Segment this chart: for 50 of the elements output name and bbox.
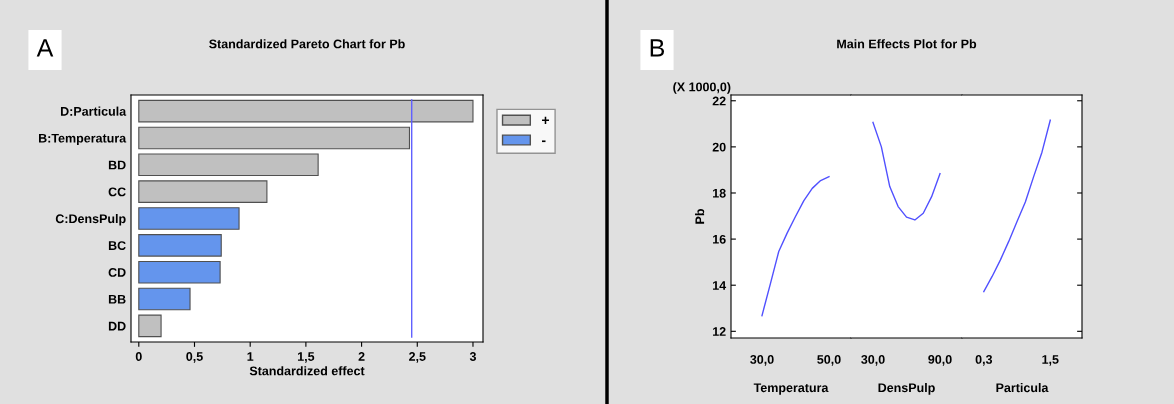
text: A [36, 39, 54, 57]
chart-title: Main Effects Plot for Pb [837, 39, 977, 49]
x-tick-label: 30,0 [861, 355, 885, 366]
x-axis-title: Temperatura [753, 383, 829, 395]
x-tick-label: 3 [469, 352, 476, 361]
line-series [761, 175, 830, 317]
y-tick-label: 12 [713, 327, 726, 336]
y-tick-label: 16 [713, 234, 726, 244]
y-tick-label: CC [108, 187, 126, 197]
bar [138, 314, 162, 338]
text: B [650, 39, 665, 57]
chart-title: Standardized Pareto Chart for Pb [209, 39, 405, 49]
y-tick-label: D:Particula [60, 106, 127, 116]
y-tick-label: CD [108, 268, 126, 277]
x-tick-label: 2,5 [409, 352, 426, 363]
y-tick-label: BC [108, 241, 126, 250]
x-tick-label: 1 [247, 352, 254, 361]
y-tick-label: 18 [713, 188, 726, 198]
y-tick-label: DD [108, 321, 126, 331]
bar [138, 260, 221, 284]
y-tick-label: 14 [713, 281, 727, 290]
y-tick-label: BD [108, 160, 126, 170]
x-tick-label: 50,0 [817, 355, 841, 366]
bar [138, 207, 240, 230]
bar [138, 99, 474, 123]
x-tick-label: 1,5 [1042, 355, 1059, 366]
y-tick-label: BB [108, 294, 126, 304]
legend-label: - [541, 140, 546, 143]
x-axis-title: DensPulp [878, 382, 935, 395]
y-axis-title: Pb [695, 209, 705, 224]
legend-label: + [542, 116, 549, 124]
y-tick-label: C:DensPulp [55, 213, 126, 226]
x-tick-label: 0,3 [975, 355, 993, 366]
y-tick-label: 22 [712, 96, 726, 106]
x-tick-label: 90,0 [928, 355, 952, 366]
x-tick-label: 1,5 [297, 352, 315, 363]
x-axis-title: Particula [996, 382, 1049, 393]
x-axis-title: Standardized effect [249, 366, 365, 376]
bar [138, 287, 191, 311]
x-tick-label: 30,0 [750, 355, 774, 366]
y-tick-label: B:Temperatura [38, 133, 127, 146]
x-tick-label: 2 [358, 352, 365, 361]
bar [138, 153, 319, 177]
bar [138, 180, 268, 203]
x-tick-label: 0,5 [186, 352, 203, 363]
y-tick-label: 20 [712, 142, 726, 152]
bar [138, 234, 222, 257]
text: (X 1000,0) [673, 82, 731, 94]
bar [138, 126, 411, 150]
x-tick-label: 0 [135, 352, 142, 361]
